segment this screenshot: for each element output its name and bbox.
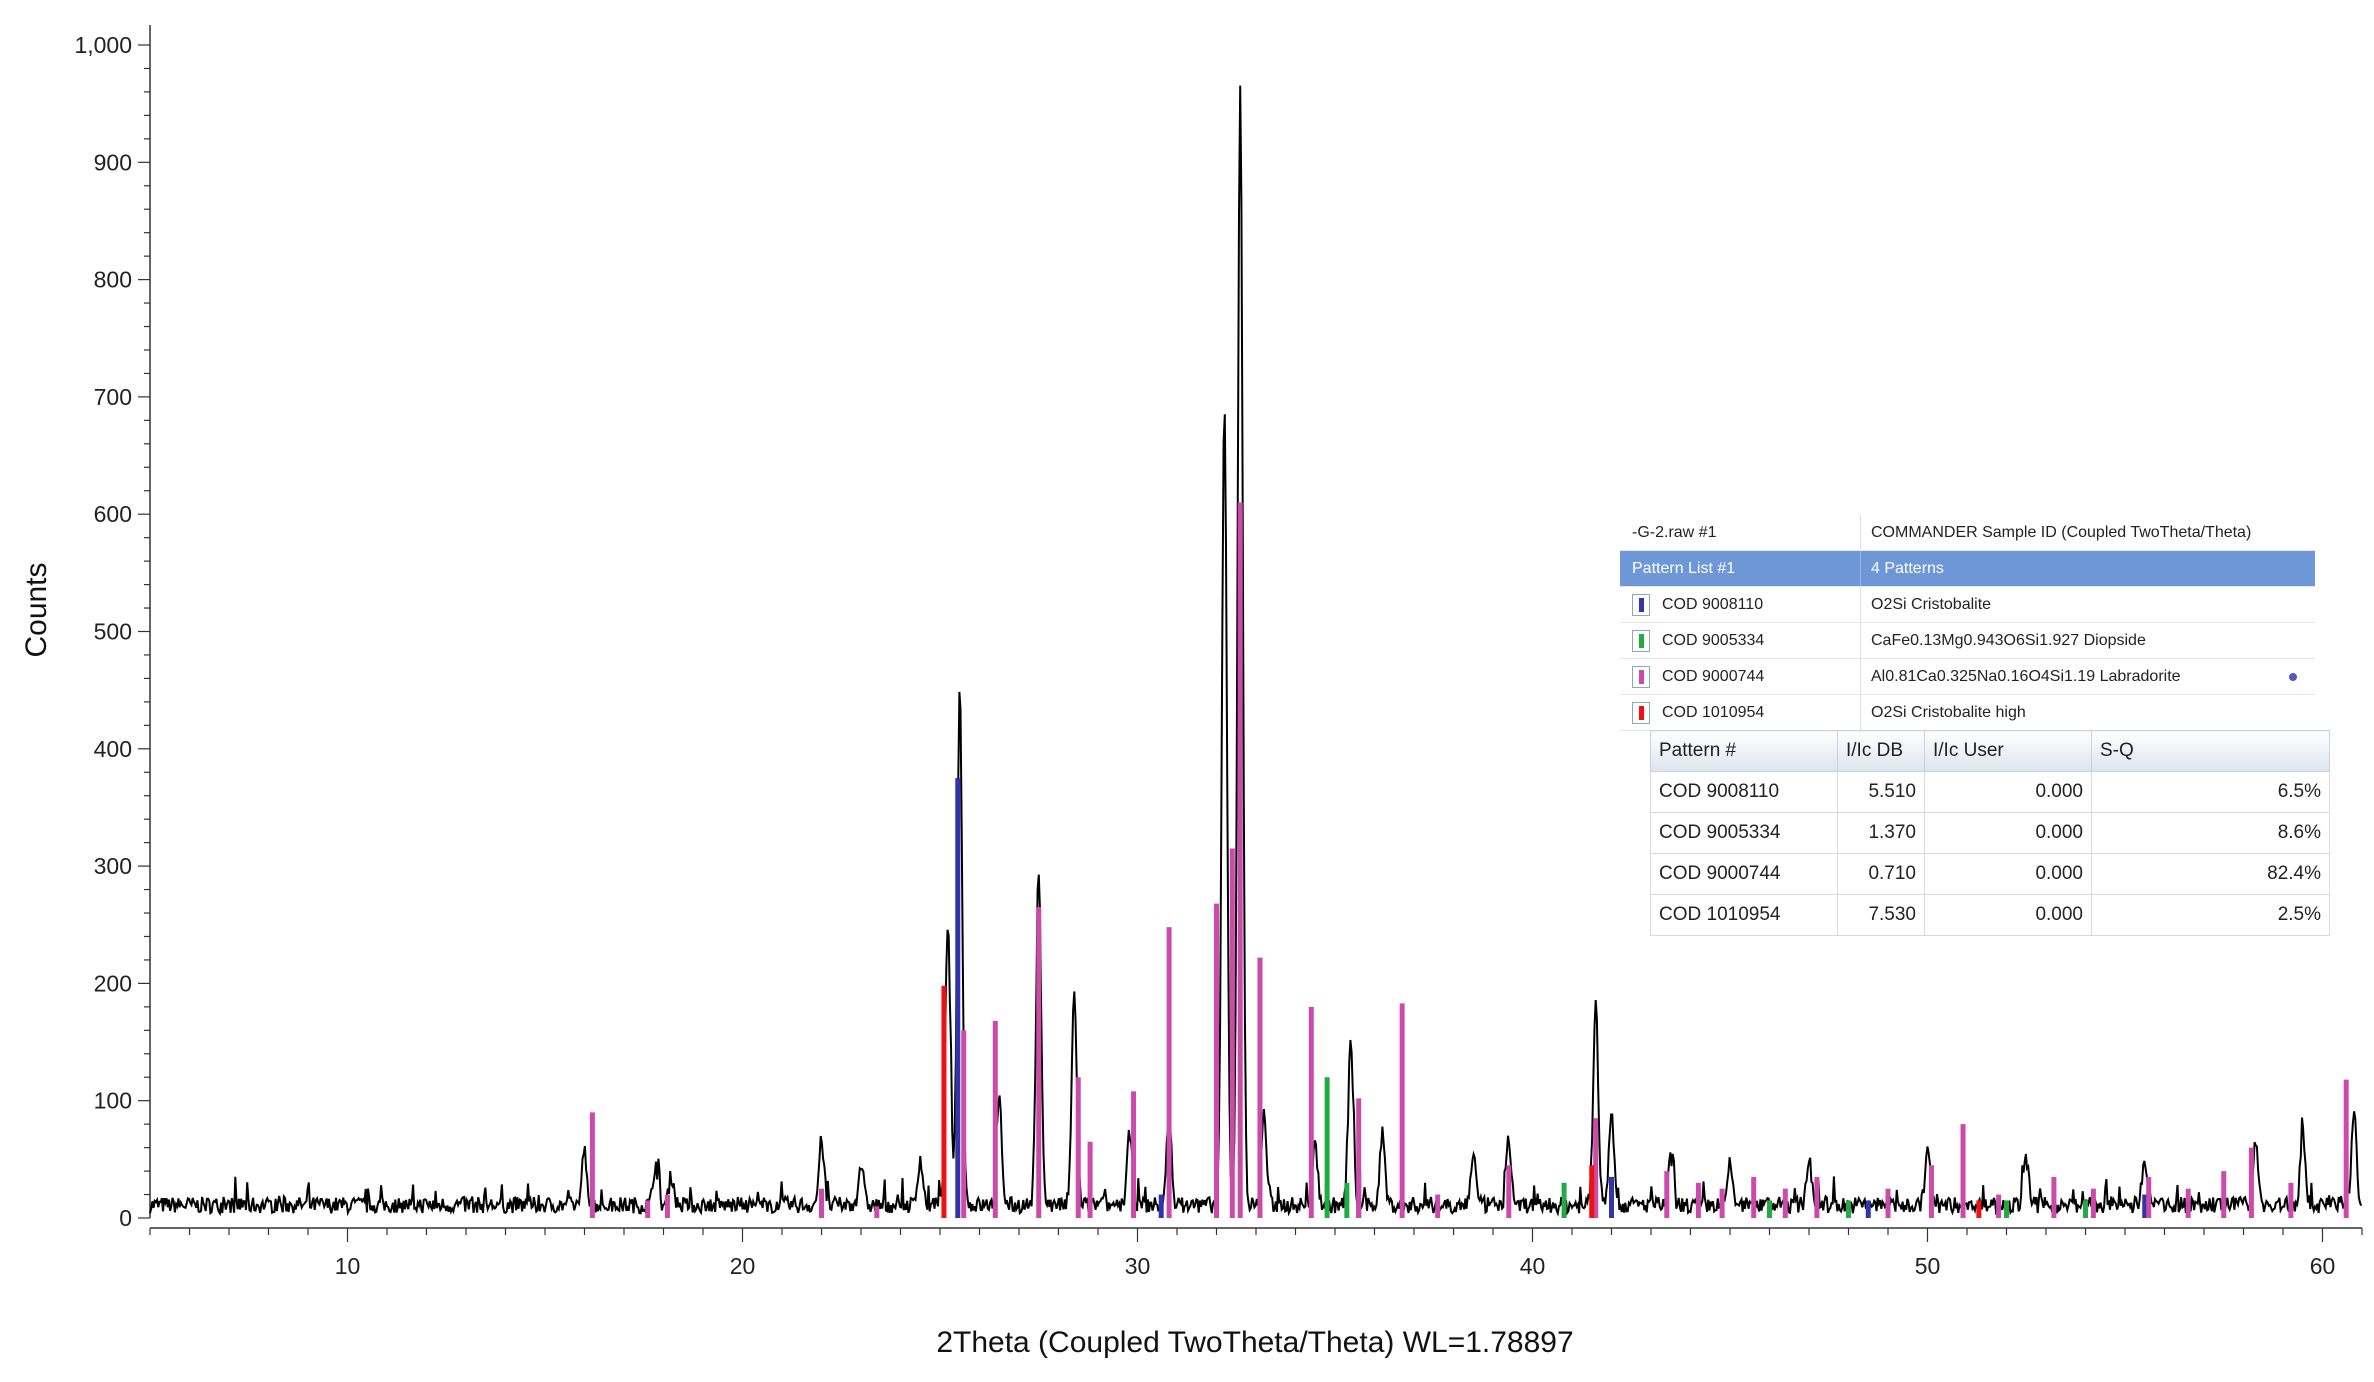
legend-header-file: -G-2.raw #1 bbox=[1632, 523, 1717, 541]
legend-row-id: COD 9005334 bbox=[1662, 631, 1765, 649]
sq-header-pattern[interactable]: Pattern # bbox=[1650, 730, 1838, 772]
x-axis-label: 2Theta (Coupled TwoTheta/Theta) WL=1.788… bbox=[936, 1326, 1573, 1359]
swatch-icon bbox=[1638, 597, 1644, 612]
x-tick-label: 30 bbox=[1125, 1253, 1151, 1279]
legend-row-id-cell: COD 9005334 bbox=[1620, 629, 1860, 652]
legend-row-desc-cell: O2Si Cristobalite high bbox=[1860, 695, 2315, 730]
y-tick-label: 200 bbox=[94, 970, 132, 996]
sq-cell-pattern: COD 9005334 bbox=[1650, 812, 1838, 854]
sq-header-iic-db[interactable]: I/Ic DB bbox=[1837, 730, 1925, 772]
y-tick-label: 0 bbox=[119, 1205, 132, 1231]
y-tick-label: 600 bbox=[94, 501, 132, 527]
sq-header-sq[interactable]: S-Q bbox=[2091, 730, 2330, 772]
legend-row-id-cell: COD 1010954 bbox=[1620, 701, 1860, 724]
legend-row-id-cell: COD 9008110 bbox=[1620, 593, 1860, 616]
sq-cell-pattern: COD 9000744 bbox=[1650, 853, 1838, 895]
sq-table: Pattern # I/Ic DB I/Ic User S-Q COD 9008… bbox=[1650, 730, 2330, 936]
legend-row-desc-cell: CaFe0.13Mg0.943O6Si1.927 Diopside bbox=[1860, 623, 2315, 658]
sq-cell-pattern: COD 1010954 bbox=[1650, 894, 1838, 936]
y-tick-label: 500 bbox=[94, 619, 132, 645]
sq-header-iic-user[interactable]: I/Ic User bbox=[1924, 730, 2092, 772]
sq-cell-pattern: COD 9008110 bbox=[1650, 771, 1838, 813]
sq-cell-iic-db: 7.530 bbox=[1837, 894, 1925, 936]
swatch-icon bbox=[1638, 669, 1644, 684]
legend-row-id: COD 9000744 bbox=[1662, 667, 1765, 685]
sq-cell-iic-db: 0.710 bbox=[1837, 853, 1925, 895]
y-tick-label: 400 bbox=[94, 736, 132, 762]
x-tick-label: 40 bbox=[1520, 1253, 1546, 1279]
marker-dot-icon bbox=[2289, 672, 2297, 681]
x-tick-label: 10 bbox=[335, 1253, 361, 1279]
sq-table-row[interactable]: COD 9005334 1.370 0.000 8.6% bbox=[1650, 812, 2330, 854]
legend-row[interactable]: COD 9005334 CaFe0.13Mg0.943O6Si1.927 Diop… bbox=[1620, 623, 2315, 659]
phase-sticks bbox=[589, 502, 2349, 1218]
swatch-icon bbox=[1638, 705, 1644, 720]
legend-row[interactable]: COD 9000744 Al0.81Ca0.325Na0.16O4Si1.19 L… bbox=[1620, 659, 2315, 695]
pattern-color-swatch[interactable] bbox=[1632, 665, 1650, 688]
x-tick-label: 20 bbox=[730, 1253, 756, 1279]
sq-cell-sq: 6.5% bbox=[2091, 771, 2330, 813]
legend-pattern-count: 4 Patterns bbox=[1860, 551, 2315, 586]
observed-pattern bbox=[149, 85, 2363, 1217]
legend-header-row: -G-2.raw #1 COMMANDER Sample ID (Coupled… bbox=[1620, 515, 2315, 551]
y-tick-label: 300 bbox=[94, 853, 132, 879]
y-tick-label: 100 bbox=[94, 1088, 132, 1114]
legend-row-desc: CaFe0.13Mg0.943O6Si1.927 Diopside bbox=[1871, 631, 2146, 649]
legend-row-id: COD 9008110 bbox=[1662, 595, 1764, 613]
x-tick-label: 50 bbox=[1915, 1253, 1941, 1279]
pattern-legend-panel: -G-2.raw #1 COMMANDER Sample ID (Coupled… bbox=[1620, 515, 2315, 731]
legend-header-sample: COMMANDER Sample ID (Coupled TwoTheta/Th… bbox=[1860, 515, 2315, 550]
y-tick-label: 800 bbox=[94, 267, 132, 293]
sq-table-header: Pattern # I/Ic DB I/Ic User S-Q bbox=[1650, 730, 2330, 772]
legend-row[interactable]: COD 1010954 O2Si Cristobalite high bbox=[1620, 695, 2315, 731]
legend-row-desc-cell: O2Si Cristobalite bbox=[1860, 587, 2315, 622]
pattern-color-swatch[interactable] bbox=[1632, 701, 1650, 724]
legend-row[interactable]: COD 9008110 O2Si Cristobalite bbox=[1620, 587, 2315, 623]
legend-pattern-list-label: Pattern List #1 bbox=[1632, 559, 1736, 577]
sq-cell-iic-user: 0.000 bbox=[1924, 812, 2092, 854]
tick-labels: 0 100 200 300 400 500 600 700 800 900 1,000 10 20 30 4… bbox=[74, 32, 2363, 1279]
legend-row-desc: Al0.81Ca0.325Na0.16O4Si1.19 Labradorite bbox=[1871, 667, 2181, 685]
sq-cell-iic-user: 0.000 bbox=[1924, 771, 2092, 813]
pattern-color-swatch[interactable] bbox=[1632, 593, 1650, 616]
pattern-color-swatch[interactable] bbox=[1632, 629, 1650, 652]
y-tick-label: 1,000 bbox=[74, 32, 132, 58]
legend-row-desc-cell: Al0.81Ca0.325Na0.16O4Si1.19 Labradorite bbox=[1860, 659, 2315, 694]
sq-cell-iic-db: 5.510 bbox=[1837, 771, 1925, 813]
sq-cell-sq: 82.4% bbox=[2091, 853, 2330, 895]
sq-table-row[interactable]: COD 9008110 5.510 0.000 6.5% bbox=[1650, 771, 2330, 813]
y-tick-label: 700 bbox=[94, 384, 132, 410]
observed-curve bbox=[149, 85, 2363, 1217]
sq-cell-sq: 8.6% bbox=[2091, 812, 2330, 854]
sq-cell-iic-user: 0.000 bbox=[1924, 894, 2092, 936]
y-axis-label: Counts bbox=[20, 562, 53, 657]
sq-table-row[interactable]: COD 9000744 0.710 0.000 82.4% bbox=[1650, 853, 2330, 895]
legend-row-desc: O2Si Cristobalite high bbox=[1871, 703, 2026, 721]
legend-row-id-cell: COD 9000744 bbox=[1620, 665, 1860, 688]
sq-cell-sq: 2.5% bbox=[2091, 894, 2330, 936]
legend-pattern-list-row[interactable]: Pattern List #1 4 Patterns bbox=[1620, 551, 2315, 587]
sq-table-row[interactable]: COD 1010954 7.530 0.000 2.5% bbox=[1650, 894, 2330, 936]
legend-row-id: COD 1010954 bbox=[1662, 703, 1765, 721]
sq-cell-iic-db: 1.370 bbox=[1837, 812, 1925, 854]
legend-row-desc: O2Si Cristobalite bbox=[1871, 595, 1992, 613]
x-tick-label: 60 bbox=[2310, 1253, 2336, 1279]
y-tick-label: 900 bbox=[94, 149, 132, 175]
sq-cell-iic-user: 0.000 bbox=[1924, 853, 2092, 895]
swatch-icon bbox=[1638, 633, 1644, 648]
